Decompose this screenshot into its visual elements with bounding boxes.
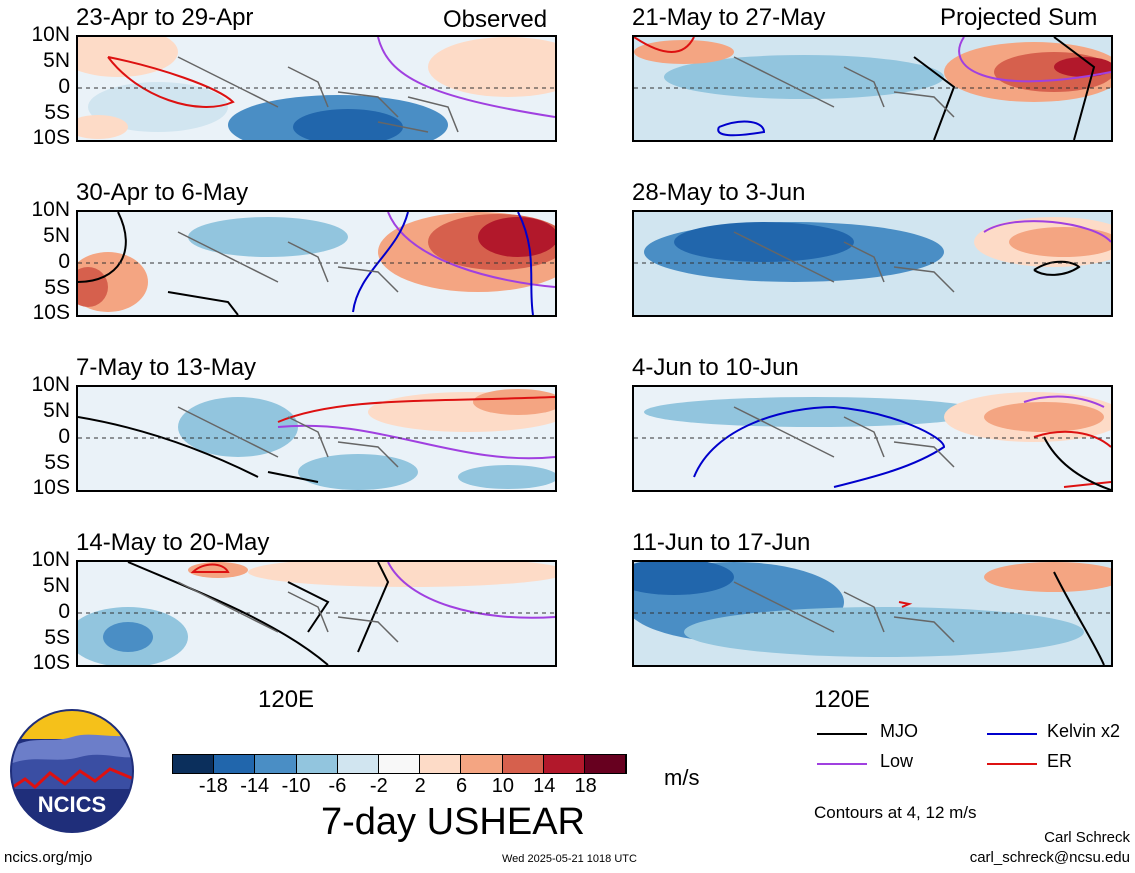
colorbar-tick-label: 14 [533, 775, 556, 797]
legend-label: ER [1047, 751, 1073, 771]
colorbar-tick-label: -14 [240, 775, 270, 797]
x-tick-label: 120E [814, 686, 871, 713]
observed-label: Observed [443, 6, 548, 33]
y-tick-label: 10N [31, 198, 70, 221]
y-tick-label: 0 [58, 250, 70, 273]
y-tick-label: 5N [43, 224, 70, 247]
y-tick-label: 10N [31, 23, 70, 46]
map-panel [76, 35, 557, 142]
map-panel [632, 560, 1113, 667]
map-panel [632, 35, 1113, 142]
colorbar-tick-label: -6 [328, 775, 347, 797]
colorbar-swatch [420, 755, 462, 773]
source-url[interactable]: ncics.org/mjo [4, 849, 93, 866]
legend-label: MJO [880, 721, 918, 741]
panel-title: 21-May to 27-May [632, 4, 826, 31]
colorbar-tick-label: 2 [414, 775, 426, 797]
colorbar-swatch [296, 755, 338, 773]
colorbar-tick-label: 6 [455, 775, 468, 797]
y-tick-label: 10S [32, 301, 70, 324]
colorbar-swatch [584, 755, 627, 773]
map-panel [632, 210, 1113, 317]
map-panel [632, 385, 1113, 492]
author-name: Carl Schreck [1044, 829, 1130, 846]
map-panel [76, 210, 557, 317]
author-email[interactable]: carl_schreck@ncsu.edu [969, 849, 1130, 866]
legend-label: Low [880, 751, 914, 771]
panel-title: 4-Jun to 10-Jun [632, 354, 799, 381]
y-tick-label: 10N [31, 548, 70, 571]
y-tick-label: 10S [32, 476, 70, 499]
y-tick-label: 5S [44, 276, 70, 299]
y-tick-label: 5N [43, 574, 70, 597]
projected-label: Projected Sum [940, 4, 1098, 31]
x-tick-label: 120E [258, 686, 315, 713]
main-title: 7-day USHEAR [321, 801, 585, 843]
colorbar [172, 754, 627, 774]
panel-title: 11-Jun to 17-Jun [632, 529, 811, 556]
map-panel [76, 385, 557, 492]
map-panel [76, 560, 557, 667]
y-tick-label: 10S [32, 126, 70, 149]
ncics-logo: NCICS [10, 709, 134, 833]
units-label: m/s [664, 765, 700, 790]
y-tick-label: 10S [32, 651, 70, 674]
colorbar-swatch [378, 755, 421, 773]
y-tick-label: 5S [44, 451, 70, 474]
colorbar-tick-label: 10 [491, 775, 515, 797]
y-tick-label: 0 [58, 425, 70, 448]
colorbar-swatch [214, 755, 256, 773]
panel-title: 7-May to 13-May [76, 354, 257, 381]
colorbar-swatch [543, 755, 585, 773]
colorbar-swatch [337, 755, 379, 773]
legend-line-er [987, 763, 1037, 765]
y-tick-label: 5S [44, 626, 70, 649]
legend-line-low [817, 763, 867, 765]
y-tick-label: 5N [43, 399, 70, 422]
legend-label: Kelvin x2 [1047, 721, 1121, 741]
colorbar-tick-label: 18 [574, 775, 597, 797]
panel-title: 23-Apr to 29-Apr [76, 4, 254, 31]
panel-title: 30-Apr to 6-May [76, 179, 249, 206]
colorbar-swatch [502, 755, 544, 773]
colorbar-swatch [461, 755, 503, 773]
panel-title: 28-May to 3-Jun [632, 179, 806, 206]
colorbar-tick-label: -18 [198, 775, 228, 797]
legend-line-kelvin [987, 733, 1037, 735]
timestamp: Wed 2025-05-21 1018 UTC [502, 853, 637, 865]
y-tick-label: 0 [58, 600, 70, 623]
y-tick-label: 0 [58, 75, 70, 98]
colorbar-tick-label: -2 [369, 775, 388, 797]
y-tick-label: 10N [31, 373, 70, 396]
colorbar-swatch [255, 755, 297, 773]
colorbar-swatch [173, 755, 215, 773]
y-tick-label: 5S [44, 101, 70, 124]
logo-text: NCICS [37, 792, 107, 817]
legend-line-mjo [817, 733, 867, 735]
panel-title: 14-May to 20-May [76, 529, 270, 556]
y-tick-label: 5N [43, 49, 70, 72]
colorbar-tick-label: -10 [281, 775, 311, 797]
contours-note: Contours at 4, 12 m/s [814, 803, 977, 822]
